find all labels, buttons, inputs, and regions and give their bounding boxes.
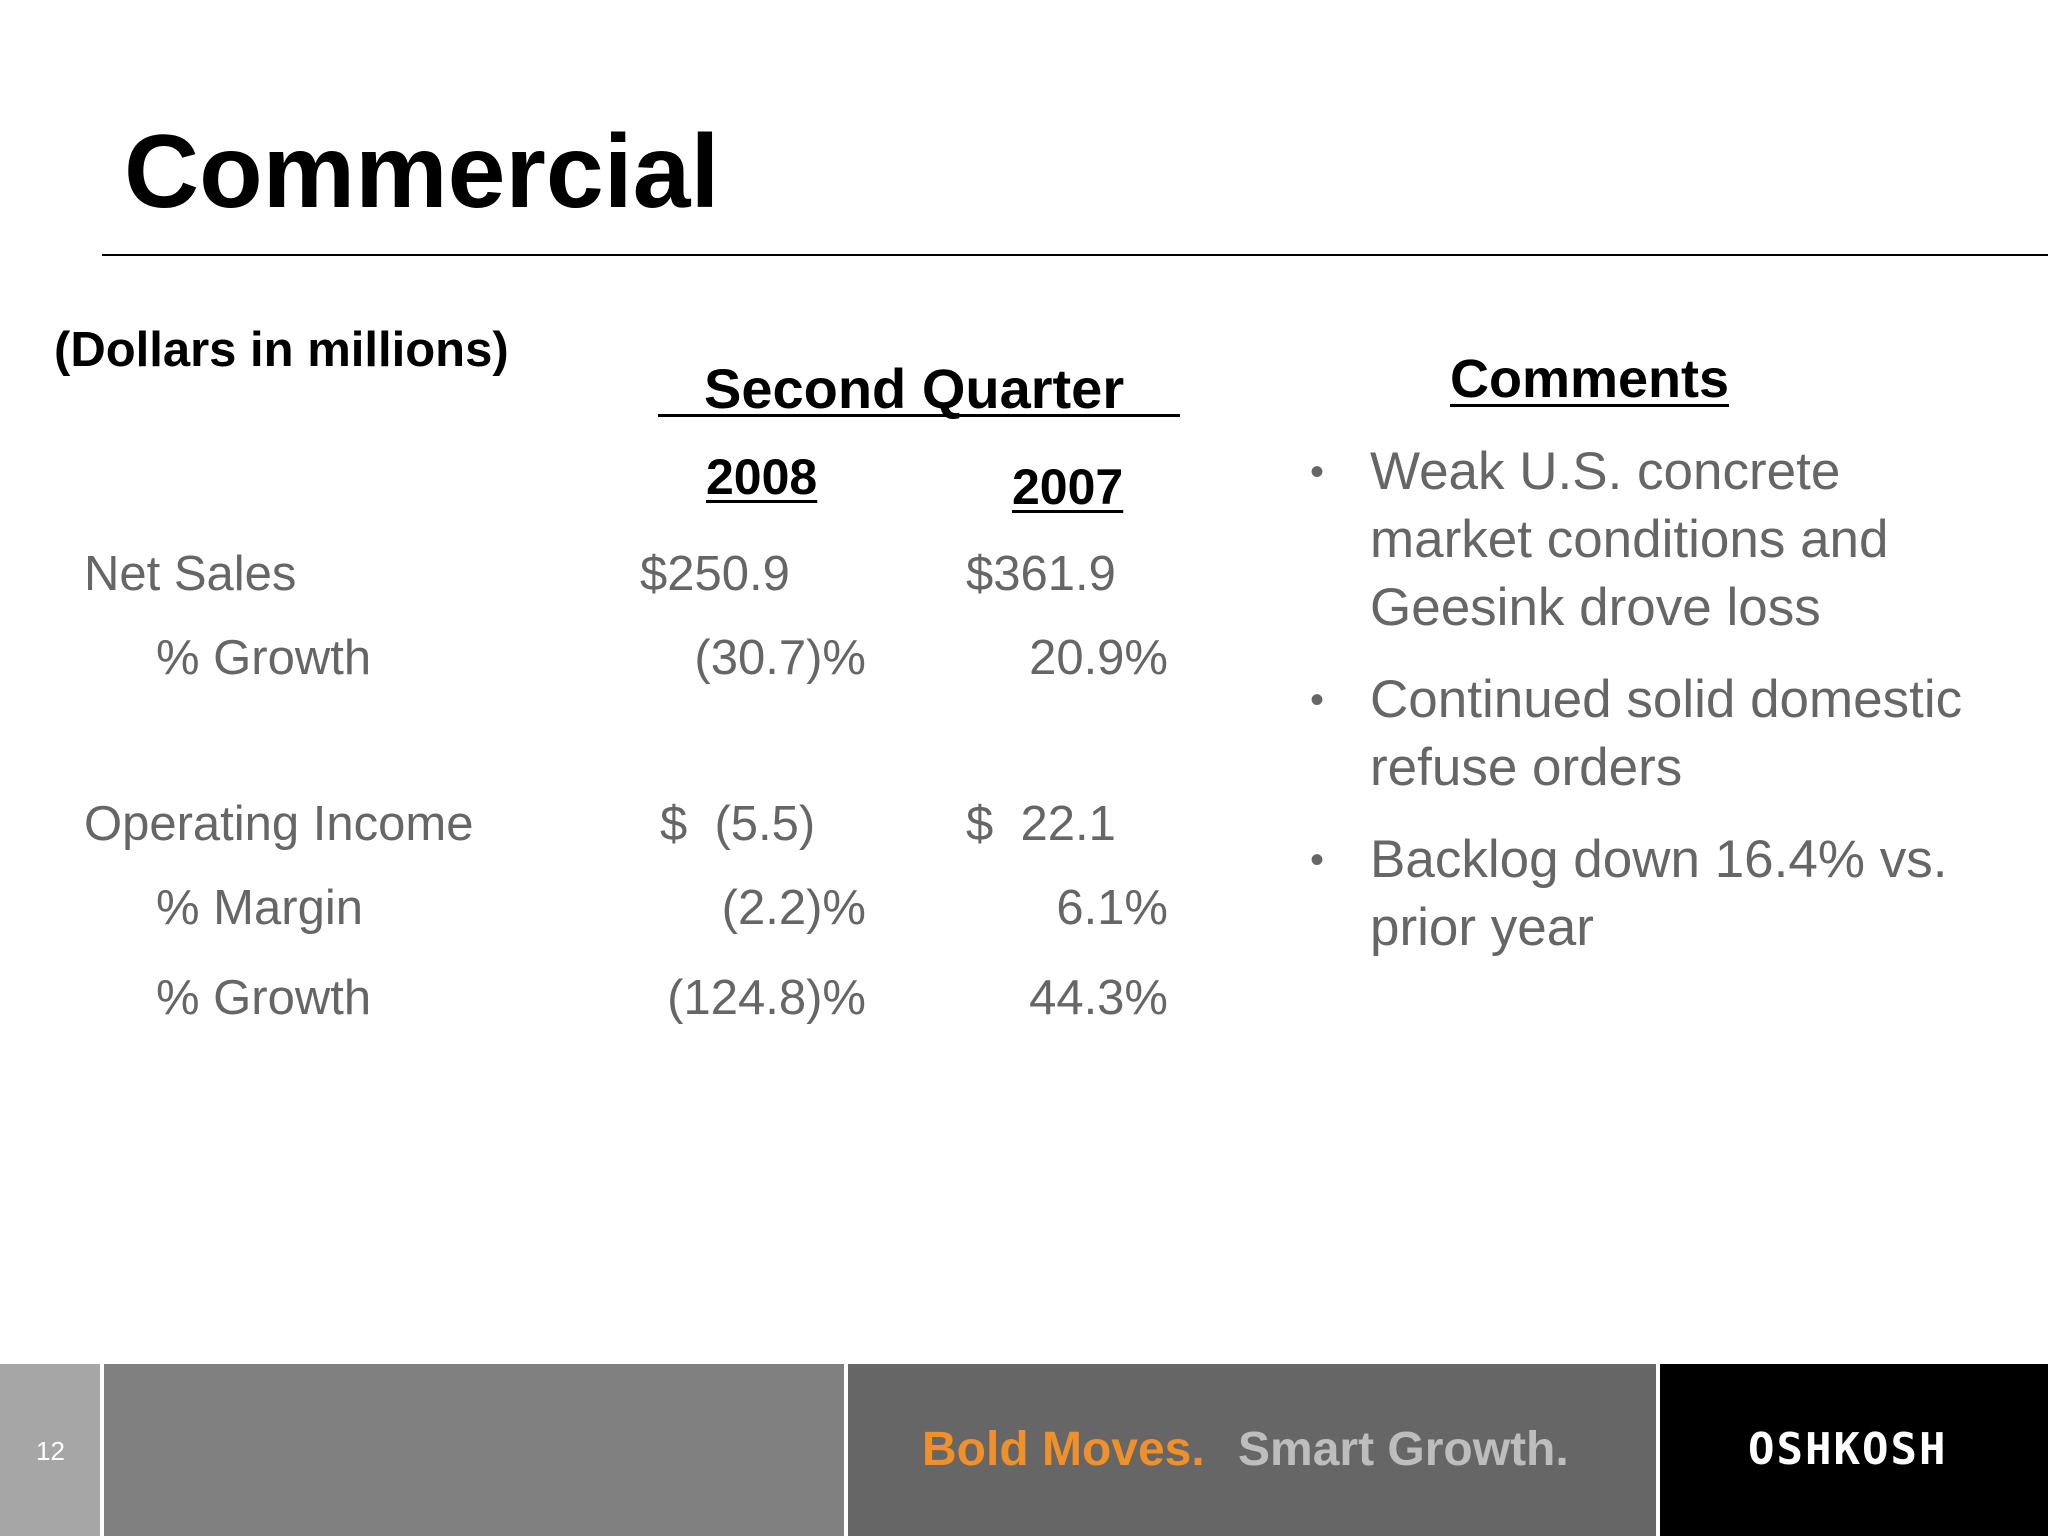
period-header-rule [658, 414, 1180, 417]
row-label-income-growth: % Growth [156, 971, 372, 1025]
footer-bar: 12 Bold Moves. Smart Growth. OSHKOSH [0, 1364, 2048, 1536]
comment-item: • Backlog down 16.4% vs. prior year [1310, 826, 2010, 962]
tagline-box: Bold Moves. Smart Growth. [848, 1364, 1656, 1536]
comment-text: Weak U.S. concrete market conditions and… [1370, 442, 1889, 637]
sales-growth-2007: 20.9% [1029, 631, 1168, 685]
margin-2007: 6.1% [1056, 881, 1168, 935]
footer-spacer [104, 1364, 844, 1536]
comments-list: • Weak U.S. concrete market conditions an… [1310, 438, 2010, 986]
bullet-icon: • [1310, 838, 1325, 882]
row-label-operating-income: Operating Income [84, 797, 474, 851]
comment-item: • Weak U.S. concrete market conditions an… [1310, 438, 2010, 642]
oshkosh-logo: OSHKOSH [1660, 1364, 2048, 1536]
row-label-sales-growth: % Growth [156, 631, 372, 685]
net-sales-2007: $361.9 [966, 547, 1116, 601]
comment-text: Continued solid domestic refuse orders [1370, 670, 1963, 797]
income-growth-2007: 44.3% [1029, 971, 1168, 1025]
tagline-bold-moves: Bold Moves. [922, 1423, 1205, 1476]
bullet-icon: • [1310, 678, 1325, 722]
comment-text: Backlog down 16.4% vs. prior year [1370, 830, 1948, 957]
tagline-smart-growth: Smart Growth. [1238, 1423, 1569, 1476]
sales-growth-2008: (30.7)% [694, 631, 866, 685]
bullet-icon: • [1310, 450, 1325, 494]
net-sales-2008: $250.9 [640, 547, 790, 601]
operating-income-2008: $ (5.5) [660, 797, 816, 851]
period-header: Second Quarter [704, 357, 1125, 420]
row-label-net-sales: Net Sales [84, 547, 297, 601]
income-growth-2008: (124.8)% [667, 971, 866, 1025]
comment-item: • Continued solid domestic refuse orders [1310, 666, 2010, 802]
year-header-2008: 2008 [706, 449, 818, 505]
operating-income-2007: $ 22.1 [966, 797, 1116, 851]
row-label-margin: % Margin [156, 881, 363, 935]
comments-heading: Comments [1450, 349, 1730, 409]
units-note: (Dollars in millions) [54, 323, 509, 377]
margin-2008: (2.2)% [721, 881, 866, 935]
year-header-2007: 2007 [1012, 459, 1124, 515]
page-number: 12 [36, 1436, 65, 1466]
page-number-box: 12 [0, 1364, 100, 1536]
slide-title: Commercial [124, 114, 720, 230]
logo-text: OSHKOSH [1748, 1424, 1948, 1475]
title-divider [102, 254, 2048, 256]
